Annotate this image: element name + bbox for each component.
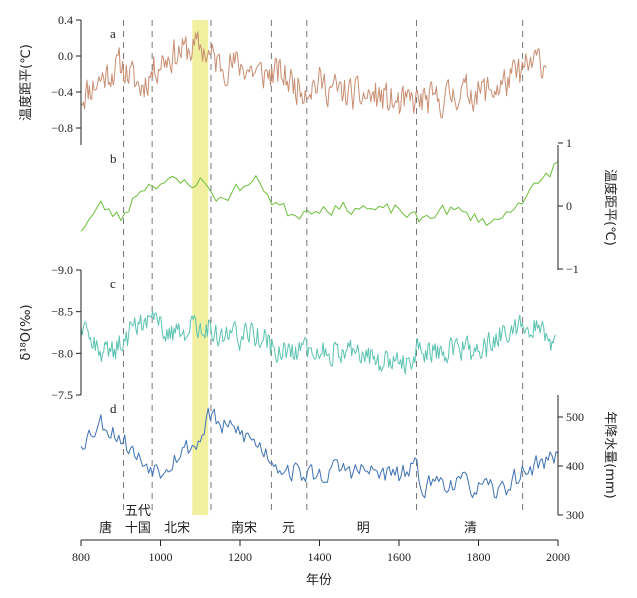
period-label: 元 (282, 521, 295, 536)
series-line-d (80, 407, 559, 499)
highlight-band (192, 20, 209, 515)
series-line-b (80, 161, 559, 232)
axes-layer: 0.4 0.0 −0.4 −0.8 温度距平(℃) 1 0 −1 温度距平(℃) −9.0 −8.5… (18, 13, 618, 522)
series-line-c (80, 310, 557, 375)
y-tick-label-c: −9.0 (51, 263, 73, 277)
x-tick-label: 1000 (149, 550, 173, 564)
y-tick-label-b: 0 (566, 199, 572, 213)
y-tick-label-a: 0.4 (58, 13, 73, 27)
x-tick-label: 1800 (467, 550, 491, 564)
series-layer (80, 31, 559, 499)
boundary-lines-layer (123, 20, 524, 515)
period-label: 唐 (99, 520, 112, 536)
x-tick-label: 1200 (228, 550, 252, 564)
y-axis-title-b: 温度距平(℃) (602, 169, 618, 246)
y-tick-label-d: 400 (566, 459, 584, 473)
panel-label-a: a (110, 26, 116, 41)
series-line-a (80, 31, 547, 119)
panel-label-d: d (110, 401, 117, 416)
panel-label-c: c (110, 276, 116, 291)
x-tick-label: 2000 (546, 550, 570, 564)
period-label: 明 (357, 521, 370, 536)
panel-label-b: b (110, 151, 117, 166)
x-tick-label: 1400 (308, 550, 332, 564)
x-tick-label: 1600 (387, 550, 411, 564)
x-tick-label: 800 (72, 550, 90, 564)
y-axis-title-a: 温度距平(℃) (18, 44, 34, 121)
y-tick-label-c: −8.0 (51, 346, 73, 360)
period-label: 清 (464, 521, 477, 536)
y-tick-label-c: −7.5 (51, 388, 73, 402)
y-tick-label-b: 1 (566, 136, 572, 150)
x-ticks: 800 1000 1200 1400 1600 1800 2000 (72, 540, 570, 564)
y-tick-label-b: −1 (566, 262, 579, 276)
y-tick-label-c: −8.5 (51, 305, 73, 319)
y-tick-label-a: 0.0 (58, 49, 73, 63)
y-tick-label-a: −0.4 (51, 85, 73, 99)
x-axis-title: 年份 (306, 573, 332, 588)
period-label: 北宋 (164, 521, 190, 536)
y-tick-label-d: 300 (566, 508, 584, 522)
y-tick-label-d: 500 (566, 410, 584, 424)
x-axis: 800 1000 1200 1400 1600 1800 2000 年份 (72, 539, 570, 588)
y-tick-label-a: −0.8 (51, 121, 73, 135)
period-label: 南宋 (231, 520, 257, 536)
highlight-band-layer (192, 20, 209, 515)
y-axis-title-d: 年降水量(mm) (602, 411, 617, 498)
period-label: 五代 (125, 504, 151, 519)
panel-labels: a b c d (110, 26, 117, 416)
y-axis-title-c: δ¹⁸O(‰) (19, 304, 34, 360)
period-label: 十国 (125, 521, 151, 536)
